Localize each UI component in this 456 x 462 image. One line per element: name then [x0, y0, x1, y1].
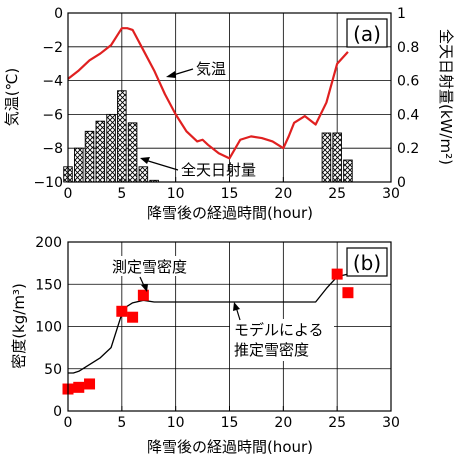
measured-density-marker-6	[331, 268, 343, 280]
radiation-bar-3	[95, 120, 106, 183]
panel-b-x-tick-label-6: 30	[382, 415, 400, 431]
panel-a-x-tick-label-6: 30	[382, 186, 400, 202]
radiation-annotation: 全天日射量	[181, 161, 256, 179]
radiation-bar-2	[84, 130, 95, 183]
panel-b-y-ticks: 0 50 100 150 200	[35, 235, 62, 420]
radiation-bar-11	[343, 159, 353, 183]
panel-b-x-tick-label-4: 20	[274, 415, 292, 431]
radiation-bar-6	[127, 122, 138, 183]
panel-a-y-tick-label-right-5: 0	[397, 175, 406, 191]
panel-a-x-tick-label-1: 5	[117, 186, 126, 202]
panel-b-x-tick-label-3: 15	[221, 415, 239, 431]
measured-density-marker-3	[116, 305, 128, 317]
panel-a-y-tick-label-right-4: 0.2	[397, 141, 419, 157]
panel-a-y-tick-label-left-4: −8	[42, 141, 63, 157]
model-annotation-line2: 推定雪密度	[234, 341, 309, 359]
panel-b-x-tick-label-1: 5	[117, 415, 126, 431]
panel-a-label-box	[346, 18, 388, 48]
panel-a-x-tick-label-2: 10	[167, 186, 185, 202]
panel-a-y-axis-label-right: 全天日射量(kW/m²)	[437, 29, 455, 165]
measured-annotation-bg	[108, 256, 214, 276]
measured-density-marker-4	[127, 311, 139, 323]
model-annotation-arrowhead	[233, 302, 240, 311]
panel-a-y-axis-label-left: 気温(℃)	[3, 68, 21, 127]
measured-annotation: 測定雪密度	[112, 258, 187, 276]
radiation-bar-7	[138, 166, 149, 183]
panel-a-y-tick-label-right-0: 1	[397, 6, 406, 22]
panel-a-x-tick-label-5: 25	[328, 186, 346, 202]
radiation-bar-5	[117, 90, 127, 183]
panel-a-y-ticks-left: 0 −2 −4 −6 −8 −10	[33, 6, 63, 191]
panel-b-y-axis-label: 密度(kg/m³)	[10, 283, 28, 369]
panel-a-y-tick-label-left-3: −6	[42, 107, 63, 123]
radiation-bar-9	[321, 132, 332, 183]
panel-b-x-axis-label: 降雪後の経過時間(hour)	[147, 438, 313, 456]
measured-density-marker-5	[137, 289, 149, 301]
panel-a-y-tick-label-left-1: −2	[42, 40, 63, 56]
panel-a-y-tick-label-right-2: 0.6	[397, 74, 419, 90]
panel-a-y-tick-label-right-3: 0.4	[397, 107, 419, 123]
model-annotation-line1: モデルによる	[234, 321, 324, 339]
panel-a-y-ticks-right: 1 0.8 0.6 0.4 0.2 0	[397, 6, 419, 191]
panel-a-chart: 0 5 10 15 20 25 30 0 −2 −4 −6 −8 −10 1 0.8 0.6 0.4 0.2 0…	[3, 6, 455, 222]
panel-a-x-tick-label-3: 15	[221, 186, 239, 202]
measured-density-marker-7	[342, 287, 354, 299]
panel-b-y-tick-label-3: 150	[35, 277, 62, 293]
model-density-line	[68, 273, 349, 374]
panel-b-x-tick-label-0: 0	[64, 415, 73, 431]
panel-a-y-tick-label-right-1: 0.8	[397, 40, 419, 56]
measured-density-marker-2	[84, 378, 96, 390]
temperature-line	[67, 27, 349, 160]
radiation-bar-10	[332, 132, 342, 183]
radiation-bar-1	[74, 147, 84, 183]
model-annotation-bg	[230, 319, 334, 361]
panel-b-y-tick-label-1: 50	[44, 362, 62, 378]
panel-b-x-ticks: 0 5 10 15 20 25 30	[64, 406, 400, 431]
panel-b-label-box	[346, 247, 388, 277]
radiation-annotation-arrowhead	[140, 157, 150, 164]
measured-annotation-arrowhead	[141, 284, 148, 292]
temperature-annotation: 気温	[196, 60, 226, 78]
panel-a-y-tick-label-left-5: −10	[33, 175, 63, 191]
measured-density-marker-1	[73, 381, 85, 393]
panel-a-label: (a)	[353, 22, 381, 46]
panel-b-label: (b)	[353, 251, 381, 275]
panel-b-y-tick-label-2: 100	[35, 320, 62, 336]
panel-a-y-tick-label-left-2: −4	[42, 74, 63, 90]
panel-b-x-tick-label-5: 25	[328, 415, 346, 431]
panel-b-y-tick-label-0: 0	[53, 404, 62, 420]
temperature-annotation-arrowhead	[166, 71, 176, 78]
radiation-bar-4	[106, 113, 116, 183]
panel-b-x-tick-label-2: 10	[167, 415, 185, 431]
panel-a-x-ticks: 0 5 10 15 20 25 30	[64, 177, 400, 202]
panel-b-chart: 0 5 10 15 20 25 30 0 50 100 150 200 降雪後の経過時間(hour)…	[10, 235, 400, 456]
panel-a-y-tick-label-left-0: 0	[54, 6, 63, 22]
panel-a-x-tick-label-0: 0	[64, 186, 73, 202]
panel-a-x-axis-label: 降雪後の経過時間(hour)	[147, 204, 313, 222]
panel-a-x-tick-label-4: 20	[274, 186, 292, 202]
panel-b-y-tick-label-4: 200	[35, 235, 62, 251]
radiation-annotation-arrow	[144, 159, 179, 171]
